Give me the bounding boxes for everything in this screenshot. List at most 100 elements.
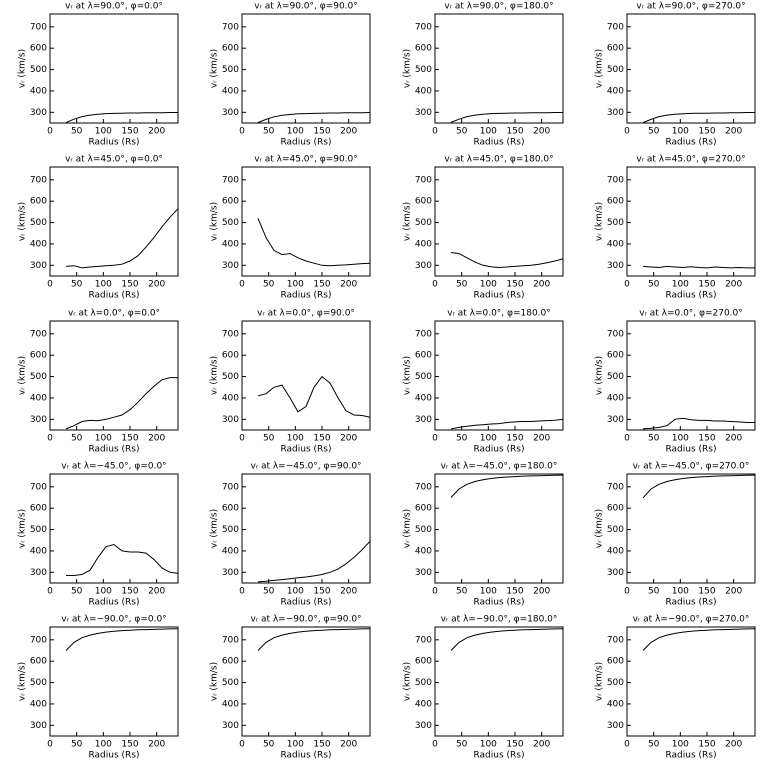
x-tick-label: 150 — [121, 127, 138, 137]
y-tick-label: 700 — [607, 329, 624, 339]
x-tick-label: 0 — [47, 740, 53, 750]
x-tick-label: 150 — [121, 434, 138, 444]
x-tick-label: 200 — [340, 280, 357, 290]
x-axis-label: Radius (Rs) — [88, 291, 139, 301]
plot-frame — [49, 473, 179, 584]
plot-frame — [49, 13, 179, 124]
panel-title: vᵣ at λ=−90.0°, φ=270.0° — [633, 615, 750, 625]
panel: vᵣ at λ=45.0°, φ=90.0° 0 50 100 150 200 300 400… — [210, 155, 371, 301]
y-axis-label: vᵣ (km/s) — [18, 356, 28, 395]
y-tick-label: 700 — [607, 175, 624, 185]
x-tick-label: 200 — [533, 587, 550, 597]
x-axis-label: Radius (Rs) — [665, 291, 716, 301]
y-tick-label: 500 — [607, 372, 624, 382]
panel-title: vᵣ at λ=0.0°, φ=180.0° — [447, 309, 551, 319]
y-tick-label: 500 — [30, 678, 47, 688]
x-tick-label: 50 — [71, 127, 83, 137]
plot-frame — [626, 166, 756, 277]
panel: vᵣ at λ=45.0°, φ=180.0° 0 50 100 150 200 300 40… — [403, 155, 564, 301]
y-tick-label: 700 — [415, 175, 432, 185]
x-tick-label: 200 — [340, 587, 357, 597]
y-tick-label: 300 — [415, 721, 432, 731]
x-tick-label: 200 — [533, 280, 550, 290]
y-axis-label: vᵣ (km/s) — [210, 356, 220, 395]
y-tick-label: 700 — [30, 635, 47, 645]
panel-title: vᵣ at λ=45.0°, φ=180.0° — [444, 155, 553, 165]
data-line — [642, 265, 755, 269]
y-tick-label: 700 — [222, 22, 239, 32]
x-tick-label: 50 — [456, 127, 468, 137]
y-tick-label: 300 — [607, 721, 624, 731]
data-line — [65, 377, 178, 430]
panel: vᵣ at λ=90.0°, φ=90.0° 0 50 100 150 200 300 400… — [210, 2, 371, 148]
panel: vᵣ at λ=−45.0°, φ=180.0° 0 50 100 150 200 300 4… — [403, 462, 564, 608]
y-tick-label: 600 — [415, 351, 432, 361]
panel-title: vᵣ at λ=−45.0°, φ=180.0° — [441, 462, 558, 472]
panel: vᵣ at λ=0.0°, φ=90.0° 0 50 100 150 200 300 400 5… — [210, 309, 371, 455]
y-tick-label: 500 — [415, 65, 432, 75]
x-tick-label: 50 — [263, 587, 275, 597]
y-tick-label: 700 — [30, 22, 47, 32]
x-tick-label: 200 — [340, 740, 357, 750]
y-tick-label: 700 — [607, 635, 624, 645]
y-tick-label: 700 — [415, 482, 432, 492]
plot-frame — [241, 13, 371, 124]
y-tick-label: 300 — [222, 108, 239, 118]
panel: vᵣ at λ=−90.0°, φ=180.0° 0 50 100 150 200 300 4… — [403, 615, 564, 761]
plot-frame — [434, 473, 564, 584]
x-tick-label: 150 — [506, 434, 523, 444]
x-tick-label: 50 — [648, 127, 660, 137]
y-tick-label: 400 — [30, 393, 47, 403]
x-tick-label: 100 — [95, 127, 112, 137]
x-tick-label: 200 — [725, 740, 742, 750]
y-tick-label: 500 — [30, 372, 47, 382]
x-tick-label: 50 — [263, 740, 275, 750]
x-tick-label: 50 — [263, 434, 275, 444]
x-tick-label: 200 — [148, 587, 165, 597]
data-line — [65, 628, 179, 651]
x-axis-label: Radius (Rs) — [280, 138, 331, 148]
plot-frame — [626, 473, 756, 584]
x-tick-label: 150 — [698, 740, 715, 750]
panel-title: vᵣ at λ=90.0°, φ=90.0° — [254, 2, 358, 12]
x-tick-label: 100 — [672, 587, 689, 597]
panel: vᵣ at λ=−90.0°, φ=0.0° 0 50 100 150 200 300 400… — [18, 615, 179, 761]
x-tick-label: 200 — [340, 127, 357, 137]
x-tick-label: 200 — [340, 434, 357, 444]
y-tick-label: 600 — [415, 504, 432, 514]
y-axis-label: vᵣ (km/s) — [210, 662, 220, 701]
panel: vᵣ at λ=−90.0°, φ=90.0° 0 50 100 150 200 300 40… — [210, 615, 371, 761]
x-axis-label: Radius (Rs) — [280, 291, 331, 301]
y-axis-label: vᵣ (km/s) — [595, 509, 605, 548]
plot-frame — [434, 13, 564, 124]
x-tick-label: 100 — [672, 127, 689, 137]
panel: vᵣ at λ=−45.0°, φ=270.0° 0 50 100 150 200 300 4… — [595, 462, 756, 608]
x-tick-label: 200 — [533, 434, 550, 444]
x-tick-label: 0 — [239, 127, 245, 137]
plot-frame — [434, 320, 564, 431]
y-axis-label: vᵣ (km/s) — [595, 49, 605, 88]
x-axis-label: Radius (Rs) — [665, 445, 716, 455]
x-tick-label: 50 — [71, 280, 83, 290]
data-line — [642, 112, 755, 124]
y-tick-label: 700 — [30, 329, 47, 339]
x-tick-label: 0 — [47, 280, 53, 290]
y-tick-label: 400 — [415, 86, 432, 96]
y-tick-label: 600 — [607, 504, 624, 514]
y-tick-label: 400 — [30, 699, 47, 709]
y-tick-label: 700 — [222, 329, 239, 339]
y-tick-label: 700 — [415, 635, 432, 645]
x-tick-label: 150 — [121, 740, 138, 750]
panel-title: vᵣ at λ=90.0°, φ=270.0° — [636, 2, 745, 12]
y-tick-label: 600 — [607, 351, 624, 361]
x-tick-label: 50 — [71, 740, 83, 750]
plot-frame — [626, 13, 756, 124]
x-tick-label: 0 — [432, 434, 438, 444]
panel: vᵣ at λ=0.0°, φ=270.0° 0 50 100 150 200 300 400… — [595, 309, 756, 455]
y-tick-label: 600 — [607, 44, 624, 54]
y-tick-label: 400 — [607, 239, 624, 249]
x-tick-label: 200 — [725, 280, 742, 290]
y-tick-label: 600 — [30, 351, 47, 361]
y-tick-label: 600 — [415, 44, 432, 54]
